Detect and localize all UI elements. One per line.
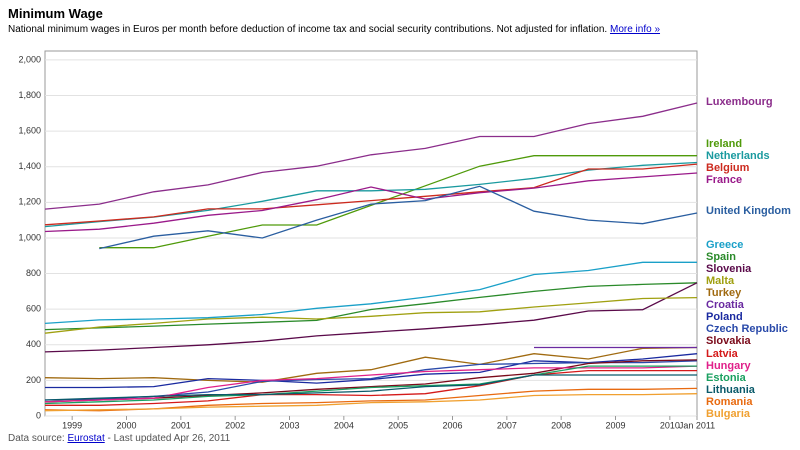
series-line [44,346,698,383]
y-tick-label: 0 [36,410,41,420]
x-tick-label: 2006 [442,420,462,430]
series-label: Slovakia [706,335,752,347]
x-tick-label: 2001 [171,420,191,430]
series-label: Romania [706,396,753,408]
y-tick-label: 1,400 [18,161,41,171]
series-label: Czech Republic [706,323,788,335]
series-label: Lithuania [706,384,756,396]
x-tick-label: 2005 [388,420,408,430]
series-label: Croatia [706,299,745,311]
series-line [45,369,697,406]
series-line [44,296,698,334]
series-line [44,282,698,353]
series-line [44,102,698,210]
chart-title: Minimum Wage [8,6,103,21]
y-tick-label: 600 [26,304,41,314]
y-tick-label: 2,000 [18,54,41,64]
x-tick-label: 2003 [279,420,299,430]
series-label: Greece [706,239,743,251]
y-tick-label: 1,800 [18,90,41,100]
series-line [99,155,697,249]
x-tick-label: 2002 [225,420,245,430]
x-tick-label: 1999 [62,420,82,430]
series-label: Estonia [706,372,747,384]
y-tick-label: 400 [26,339,41,349]
y-tick-label: 1,600 [18,125,41,135]
series-label: France [706,174,742,186]
series-label: Spain [706,251,736,263]
x-tick-label: 2010 [660,420,680,430]
series-line [44,365,697,405]
series-line [44,172,698,233]
y-tick-label: 200 [26,375,41,385]
y-tick-label: 1,200 [18,197,41,207]
series-line [99,185,698,250]
more-info-link[interactable]: More info » [609,24,661,35]
series-label: Hungary [706,360,752,372]
updated: - Last updated Apr 26, 2011 [107,433,231,444]
series-line [44,261,697,325]
series-label: Malta [706,275,735,287]
source-link[interactable]: Eurostat [67,433,105,444]
series-label: Ireland [706,138,742,150]
series-label: Latvia [706,348,739,360]
x-tick-label: 2007 [497,420,517,430]
x-tick-label: 2004 [334,420,354,430]
series-line [44,393,698,412]
series-label: Slovenia [706,263,752,275]
series-label: Bulgaria [706,408,751,420]
series-label: Poland [706,311,743,323]
series-label: Luxembourg [706,96,773,108]
y-tick-label: 800 [26,268,41,278]
plot-area [44,50,698,417]
subtitle-text: National minimum wages in Euros per mont… [8,24,608,35]
x-tick-label: Jan 2011 [679,420,715,430]
x-tick-label: 2008 [551,420,571,430]
series-line [44,282,698,331]
source-prefix: Data source: [8,433,65,444]
series-line [44,365,698,403]
footer: Data source: Eurostat - Last updated Apr… [8,433,230,444]
series-label: United Kingdom [706,205,791,217]
series-line [44,374,697,401]
series-label: Belgium [706,162,750,174]
y-tick-label: 1,000 [18,232,41,242]
x-tick-label: 2009 [605,420,625,430]
series-label: Turkey [706,287,742,299]
chart-subtitle: National minimum wages in Euros per mont… [8,24,660,35]
series-line [44,163,698,226]
x-tick-label: 2000 [116,420,136,430]
series-label: Netherlands [706,150,770,162]
